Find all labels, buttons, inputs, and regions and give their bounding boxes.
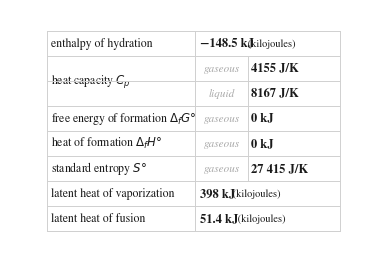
Text: 0 kJ: 0 kJ bbox=[251, 138, 274, 150]
Text: gaseous: gaseous bbox=[203, 139, 240, 149]
Text: 51.4 kJ: 51.4 kJ bbox=[200, 213, 239, 225]
Text: heat of formation $\Delta_f H°$: heat of formation $\Delta_f H°$ bbox=[51, 136, 162, 151]
Text: heat capacity $C_p$: heat capacity $C_p$ bbox=[51, 73, 130, 90]
Text: 398 kJ: 398 kJ bbox=[200, 188, 236, 200]
Text: (kilojoules): (kilojoules) bbox=[235, 214, 286, 224]
Text: 8167 J/K: 8167 J/K bbox=[251, 88, 299, 100]
Text: gaseous: gaseous bbox=[203, 164, 240, 174]
Text: 0 kJ: 0 kJ bbox=[251, 113, 274, 125]
Text: enthalpy of hydration: enthalpy of hydration bbox=[51, 38, 152, 50]
Text: latent heat of fusion: latent heat of fusion bbox=[51, 213, 145, 225]
Text: (kilojoules): (kilojoules) bbox=[245, 39, 296, 49]
Text: −148.5 kJ: −148.5 kJ bbox=[200, 38, 254, 50]
Text: liquid: liquid bbox=[208, 89, 235, 99]
Text: free energy of formation $\Delta_f G°$: free energy of formation $\Delta_f G°$ bbox=[51, 111, 196, 127]
Text: gaseous: gaseous bbox=[203, 64, 240, 74]
Text: gaseous: gaseous bbox=[203, 114, 240, 124]
Text: latent heat of vaporization: latent heat of vaporization bbox=[51, 188, 174, 200]
Text: 27 415 J/K: 27 415 J/K bbox=[251, 163, 308, 175]
Text: (kilojoules): (kilojoules) bbox=[230, 189, 281, 199]
Text: standard entropy $S°$: standard entropy $S°$ bbox=[51, 160, 147, 177]
Text: 4155 J/K: 4155 J/K bbox=[251, 63, 299, 75]
